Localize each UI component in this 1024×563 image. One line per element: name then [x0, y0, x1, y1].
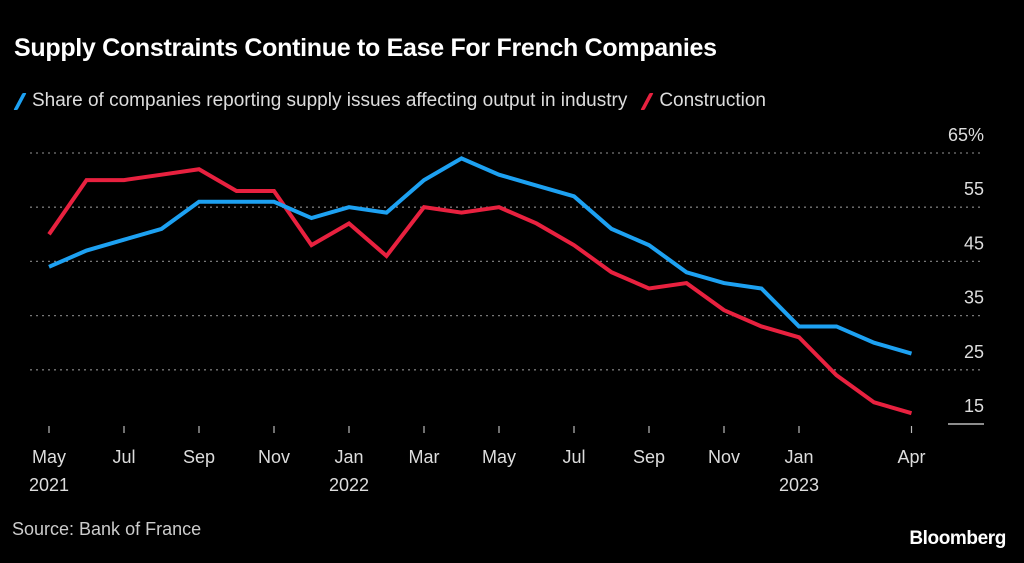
- legend-label-industry: Share of companies reporting supply issu…: [32, 90, 628, 111]
- x-tick-label: Sep: [633, 447, 665, 467]
- y-tick-label: 15: [964, 396, 984, 416]
- x-tick-label: Mar: [409, 447, 440, 467]
- x-tick-year-label: 2021: [29, 475, 69, 495]
- series-lines: [47, 156, 913, 416]
- y-tick-label: 55: [964, 179, 984, 199]
- series-line-industry: [48, 156, 913, 356]
- y-tick-label: 45: [964, 233, 984, 253]
- x-tick-label: Sep: [183, 447, 215, 467]
- series-line-construction: [47, 167, 913, 416]
- grid: [30, 152, 984, 425]
- x-tick-year-label: 2023: [779, 475, 819, 495]
- x-tick-year-label: 2022: [329, 475, 369, 495]
- bloomberg-logo: Bloomberg: [909, 528, 1006, 549]
- legend-label-construction: Construction: [659, 90, 766, 111]
- x-tick-label: Nov: [258, 447, 290, 467]
- x-tick-label: Jul: [112, 447, 135, 467]
- y-tick-label: 65%: [948, 125, 984, 145]
- x-tick-label: Apr: [897, 447, 925, 467]
- legend: Share of companies reporting supply issu…: [13, 90, 780, 112]
- y-tick-label: 35: [964, 288, 984, 308]
- y-tick-label: 25: [964, 342, 984, 362]
- x-tick-label: Jan: [334, 447, 363, 467]
- x-axis: May 2021 Jul Sep Nov Jan 2022 Mar May Jul Sep Nov Ja…: [29, 426, 926, 495]
- x-tick-label: May: [32, 447, 66, 467]
- chart-title: Supply Constraints Continue to Ease For …: [14, 34, 717, 62]
- x-tick-label: May: [482, 447, 516, 467]
- x-tick-label: Nov: [708, 447, 740, 467]
- x-tick-label: Jan: [784, 447, 813, 467]
- y-axis: 15 25 35 45 55 65%: [948, 125, 984, 416]
- legend-item-industry: Share of companies reporting supply issu…: [13, 90, 628, 112]
- x-tick-label: Jul: [562, 447, 585, 467]
- source-note: Source: Bank of France: [12, 519, 202, 539]
- legend-item-construction: Construction: [640, 90, 766, 112]
